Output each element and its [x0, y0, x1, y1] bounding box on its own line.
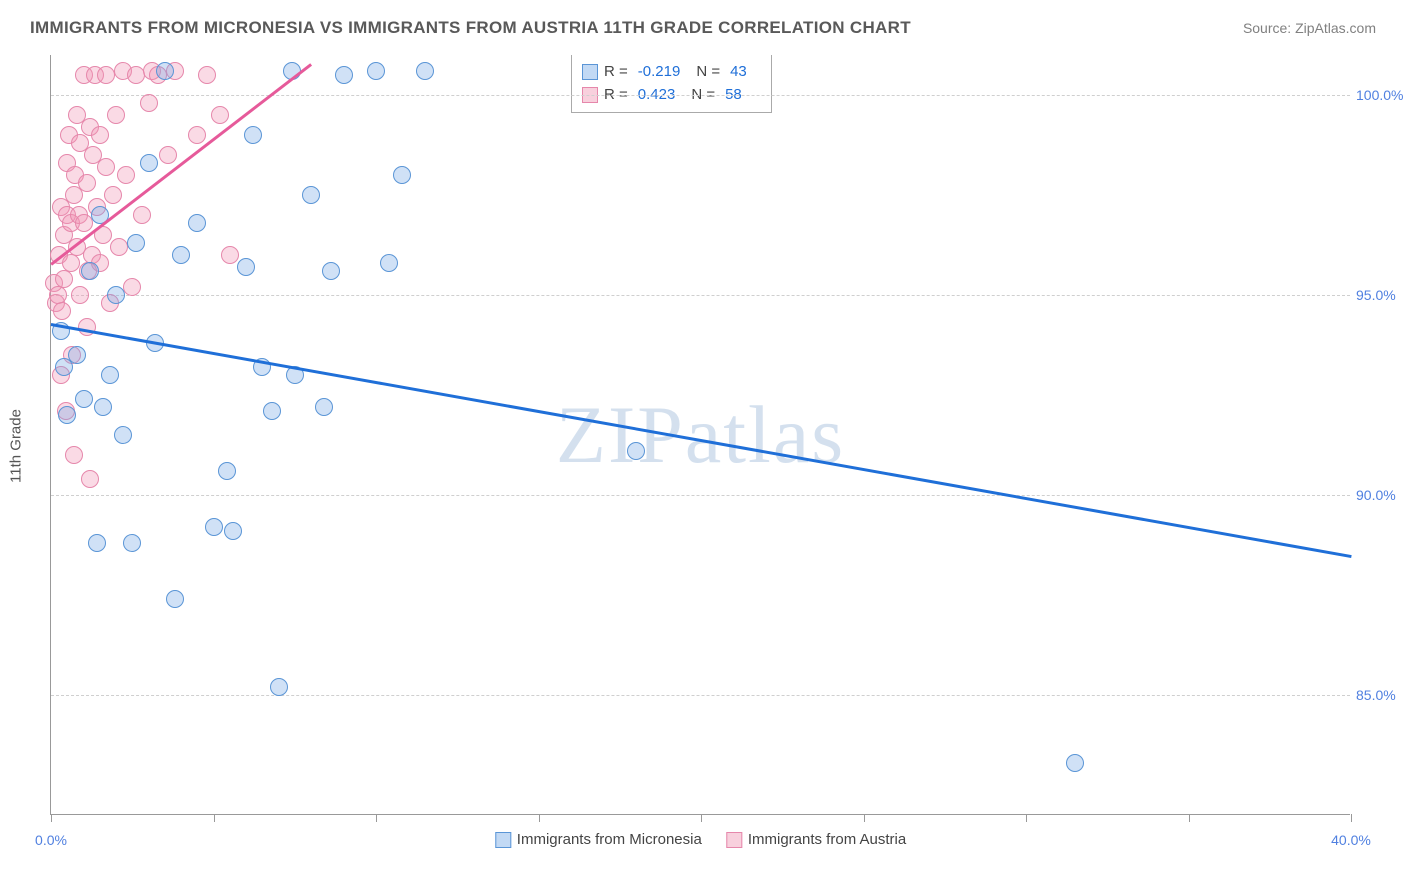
x-tick — [376, 814, 377, 822]
series-legend-item: Immigrants from Micronesia — [495, 831, 702, 848]
scatter-point-pink — [211, 106, 229, 124]
scatter-point-blue — [263, 402, 281, 420]
scatter-point-pink — [78, 174, 96, 192]
gridline-h — [51, 95, 1350, 96]
stats-legend-box: R =-0.219N =43R =0.423N =58 — [571, 55, 772, 113]
scatter-point-blue — [58, 406, 76, 424]
legend-swatch-icon — [726, 832, 742, 848]
legend-row: R = -0.219 N = 43 — [582, 61, 757, 84]
x-tick — [214, 814, 215, 822]
scatter-point-pink — [75, 214, 93, 232]
scatter-point-blue — [302, 186, 320, 204]
scatter-point-blue — [393, 166, 411, 184]
scatter-point-blue — [416, 62, 434, 80]
gridline-h — [51, 695, 1350, 696]
scatter-point-blue — [172, 246, 190, 264]
scatter-point-blue — [107, 286, 125, 304]
x-tick — [701, 814, 702, 822]
scatter-point-pink — [133, 206, 151, 224]
legend-swatch-icon — [495, 832, 511, 848]
scatter-point-pink — [107, 106, 125, 124]
watermark: ZIPatlas — [556, 388, 845, 482]
scatter-point-pink — [81, 470, 99, 488]
series-legend-item: Immigrants from Austria — [726, 831, 906, 848]
y-tick-label: 85.0% — [1356, 687, 1406, 703]
scatter-point-pink — [110, 238, 128, 256]
scatter-point-blue — [94, 398, 112, 416]
series-legend: Immigrants from Micronesia Immigrants fro… — [495, 831, 906, 848]
scatter-point-pink — [55, 270, 73, 288]
x-tick — [1189, 814, 1190, 822]
source-label: Source: ZipAtlas.com — [1243, 20, 1376, 36]
scatter-point-blue — [166, 590, 184, 608]
scatter-point-blue — [224, 522, 242, 540]
scatter-point-pink — [91, 126, 109, 144]
scatter-point-blue — [380, 254, 398, 272]
scatter-point-blue — [205, 518, 223, 536]
x-tick — [864, 814, 865, 822]
scatter-point-blue — [68, 346, 86, 364]
gridline-h — [51, 495, 1350, 496]
series-legend-label: Immigrants from Micronesia — [517, 831, 702, 848]
scatter-point-pink — [221, 246, 239, 264]
x-tick — [1026, 814, 1027, 822]
scatter-point-pink — [71, 286, 89, 304]
scatter-point-blue — [218, 462, 236, 480]
scatter-point-blue — [140, 154, 158, 172]
scatter-point-pink — [78, 318, 96, 336]
scatter-point-blue — [627, 442, 645, 460]
scatter-point-blue — [88, 534, 106, 552]
r-value: -0.219 — [638, 61, 681, 84]
scatter-point-blue — [367, 62, 385, 80]
scatter-point-blue — [123, 534, 141, 552]
scatter-point-blue — [1066, 754, 1084, 772]
scatter-point-pink — [159, 146, 177, 164]
series-legend-label: Immigrants from Austria — [748, 831, 906, 848]
scatter-point-blue — [244, 126, 262, 144]
x-tick — [539, 814, 540, 822]
chart-title: IMMIGRANTS FROM MICRONESIA VS IMMIGRANTS… — [30, 18, 911, 38]
scatter-point-blue — [237, 258, 255, 276]
scatter-point-blue — [188, 214, 206, 232]
scatter-point-pink — [97, 66, 115, 84]
scatter-point-pink — [188, 126, 206, 144]
scatter-point-pink — [53, 302, 71, 320]
scatter-point-pink — [62, 254, 80, 272]
scatter-point-blue — [156, 62, 174, 80]
scatter-point-pink — [97, 158, 115, 176]
scatter-point-pink — [127, 66, 145, 84]
scatter-point-blue — [335, 66, 353, 84]
scatter-point-blue — [101, 366, 119, 384]
gridline-h — [51, 295, 1350, 296]
y-axis-label: 11th Grade — [8, 409, 25, 483]
n-value: 43 — [730, 61, 747, 84]
header: IMMIGRANTS FROM MICRONESIA VS IMMIGRANTS… — [30, 18, 1376, 38]
y-tick-label: 95.0% — [1356, 287, 1406, 303]
scatter-point-pink — [140, 94, 158, 112]
scatter-point-pink — [117, 166, 135, 184]
trendline-pink — [50, 63, 312, 265]
y-tick-label: 90.0% — [1356, 487, 1406, 503]
scatter-point-blue — [322, 262, 340, 280]
scatter-point-blue — [315, 398, 333, 416]
scatter-point-blue — [127, 234, 145, 252]
scatter-point-blue — [114, 426, 132, 444]
trendline-blue — [51, 323, 1351, 557]
scatter-point-pink — [104, 186, 122, 204]
chart-plot-area: ZIPatlas R =-0.219N =43R =0.423N =58 Imm… — [50, 55, 1350, 815]
scatter-point-pink — [65, 446, 83, 464]
x-tick — [51, 814, 52, 822]
scatter-point-pink — [198, 66, 216, 84]
y-tick-label: 100.0% — [1356, 87, 1406, 103]
scatter-point-blue — [75, 390, 93, 408]
x-tick — [1351, 814, 1352, 822]
scatter-point-blue — [270, 678, 288, 696]
scatter-point-pink — [123, 278, 141, 296]
scatter-point-blue — [81, 262, 99, 280]
legend-swatch-icon — [582, 64, 598, 80]
x-tick-label: 40.0% — [1331, 832, 1371, 848]
r-label: R = — [604, 61, 628, 84]
x-tick-label: 0.0% — [35, 832, 67, 848]
n-label: N = — [696, 61, 720, 84]
